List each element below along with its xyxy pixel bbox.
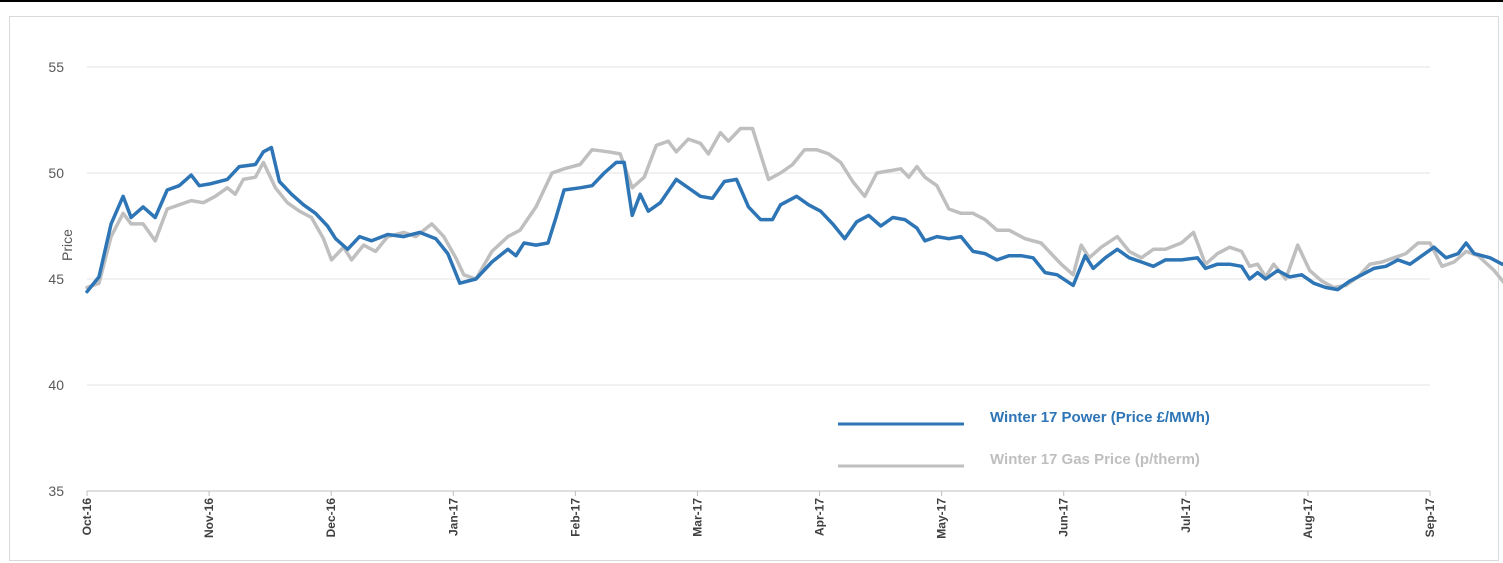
y-tick-label: 35 xyxy=(48,483,64,499)
y-tick-label: 55 xyxy=(48,59,64,75)
x-tick-label: Mar-17 xyxy=(690,498,704,537)
x-tick-label: Aug-17 xyxy=(1301,498,1315,539)
x-tick-label: Sep-17 xyxy=(1423,498,1437,538)
x-tick-label: Nov-16 xyxy=(202,498,216,538)
series-lines xyxy=(85,126,1503,294)
legend-label-power: Winter 17 Power (Price £/MWh) xyxy=(990,409,1210,426)
y-axis-label: Price xyxy=(59,229,75,261)
x-tick-label: Oct-16 xyxy=(80,498,94,536)
y-tick-label: 45 xyxy=(48,271,64,287)
series-line-power xyxy=(85,145,1503,294)
x-tick-label: Apr-17 xyxy=(813,498,827,536)
legend: Winter 17 Power (Price £/MWh) Winter 17 G… xyxy=(838,409,1210,468)
x-tick-label: Jun-17 xyxy=(1057,498,1071,537)
chart-panel xyxy=(9,16,1499,561)
x-tick-label: Jan-17 xyxy=(446,498,460,536)
x-tick-label: Jul-17 xyxy=(1179,498,1193,533)
gridlines xyxy=(87,66,1430,386)
x-axis-ticks: Oct-16 Nov-16 Dec-16 Jan-17 Feb-17 Mar-17 Apr-… xyxy=(80,491,1437,539)
x-tick-label: Feb-17 xyxy=(568,498,582,537)
series-line-gas xyxy=(85,126,1503,290)
x-tick-label: Dec-16 xyxy=(324,498,338,538)
y-axis-ticks: 35 40 45 50 55 xyxy=(48,59,64,499)
legend-label-gas: Winter 17 Gas Price (p/therm) xyxy=(990,451,1200,468)
y-tick-label: 50 xyxy=(48,165,64,181)
x-tick-label: May-17 xyxy=(935,498,949,539)
y-tick-label: 40 xyxy=(48,377,64,393)
